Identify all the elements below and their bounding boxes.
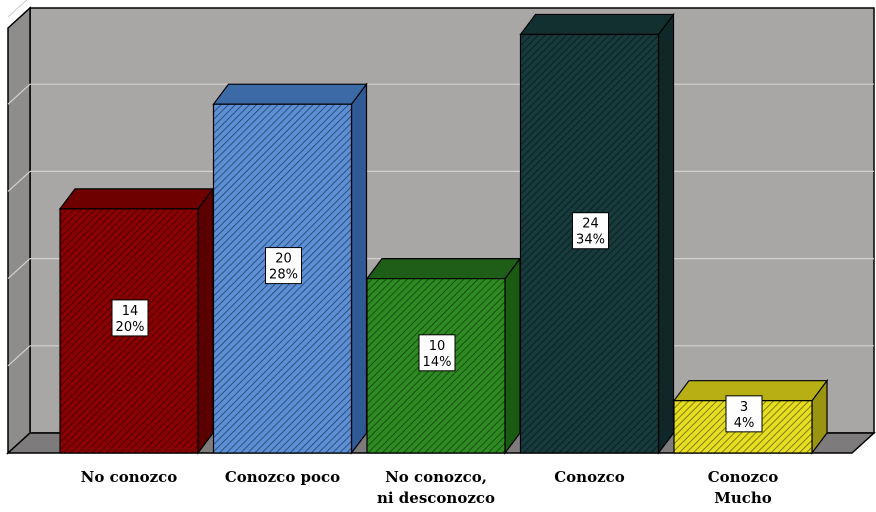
- category-labels: No conozco Conozco poco No conozco, ni desc…: [81, 468, 779, 507]
- data-label: 34%: [725, 395, 763, 433]
- data-label-percent: 4%: [734, 416, 755, 431]
- category-label: Mucho: [714, 489, 772, 507]
- side-wall: [7, 6, 31, 455]
- gridline-side: [7, 258, 31, 280]
- data-label-box: [265, 247, 302, 285]
- data-label-box: [111, 299, 149, 337]
- data-label-value: 14: [122, 304, 139, 319]
- data-label-value: 24: [582, 217, 599, 232]
- bar-top: [365, 258, 522, 280]
- data-label-value: 3: [740, 400, 748, 415]
- data-label-value: 10: [429, 339, 446, 354]
- gridline-side: [7, 0, 28, 18]
- data-label-percent: 28%: [269, 268, 298, 283]
- category-label: Conozco poco: [225, 468, 340, 486]
- bar-top: [212, 83, 368, 105]
- bar: [58, 187, 215, 455]
- bar-top: [58, 188, 215, 210]
- category-label: ni desconozco: [377, 489, 495, 507]
- data-label-box: [725, 395, 763, 433]
- gridline-side: [7, 83, 31, 105]
- category-label: Conozco: [708, 468, 779, 486]
- bar-side: [657, 12, 675, 455]
- bar-side: [197, 187, 214, 455]
- category-label: No conozco,: [385, 468, 487, 486]
- data-label-percent: 20%: [116, 320, 145, 335]
- gridline-side: [7, 345, 31, 367]
- data-label-percent: 14%: [423, 355, 452, 370]
- category-label: Conozco: [554, 468, 625, 486]
- category-label: No conozco: [81, 468, 178, 486]
- data-label-box: [572, 212, 609, 250]
- gridline-side: [7, 170, 31, 192]
- bar-top: [519, 13, 675, 36]
- bar-side: [350, 82, 368, 455]
- data-label-value: 20: [275, 252, 292, 267]
- bar-side: [504, 256, 521, 455]
- data-label-box: [418, 334, 456, 372]
- data-label-percent: 34%: [576, 233, 605, 248]
